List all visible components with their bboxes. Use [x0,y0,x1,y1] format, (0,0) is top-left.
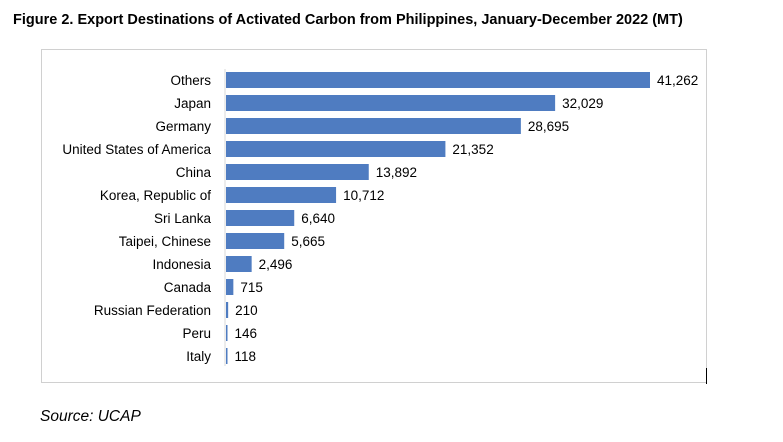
source-note: Source: UCAP [40,408,141,425]
bar-united-states-of-america [226,141,446,157]
category-label: Others [170,73,211,88]
category-label: Sri Lanka [154,211,212,226]
category-label: Germany [155,119,211,134]
category-label: Russian Federation [94,303,211,318]
value-label: 118 [235,349,257,364]
bars-group: Others 41,262 Japan 32,029 Germany 28,695 Unit… [62,72,698,364]
value-label: 10,712 [343,188,384,203]
bar-china [226,164,369,180]
bar-korea-republic-of [226,187,337,203]
category-label: Peru [182,326,211,341]
value-label: 41,262 [657,73,698,88]
value-label: 21,352 [452,142,493,157]
category-label: United States of America [62,142,211,157]
value-label: 2,496 [259,257,293,272]
category-label: Canada [164,280,212,295]
value-label: 13,892 [376,165,417,180]
category-label: Indonesia [152,257,211,272]
bar-italy [226,348,228,364]
value-label: 146 [235,326,258,341]
chart-area [41,49,707,383]
value-label: 28,695 [528,119,569,134]
bar-taipei-chinese [226,233,285,249]
bar-peru [226,325,228,341]
bar-canada [226,279,234,295]
value-label: 6,640 [301,211,335,226]
bar-others [226,72,650,88]
category-label: Taipei, Chinese [119,234,211,249]
value-label: 715 [240,280,263,295]
value-label: 5,665 [291,234,325,249]
value-label: 32,029 [562,96,603,111]
bar-sri-lanka [226,210,295,226]
category-label: China [176,165,212,180]
bar-germany [226,118,521,134]
figure-title: Figure 2. Export Destinations of Activat… [13,12,683,28]
bar-indonesia [226,256,252,272]
frame-corner-mark [706,368,707,384]
bar-russian-federation [226,302,229,318]
category-label: Japan [174,96,211,111]
value-label: 210 [235,303,258,318]
category-label: Korea, Republic of [100,188,211,203]
bar-japan [226,95,556,111]
category-label: Italy [186,349,211,364]
